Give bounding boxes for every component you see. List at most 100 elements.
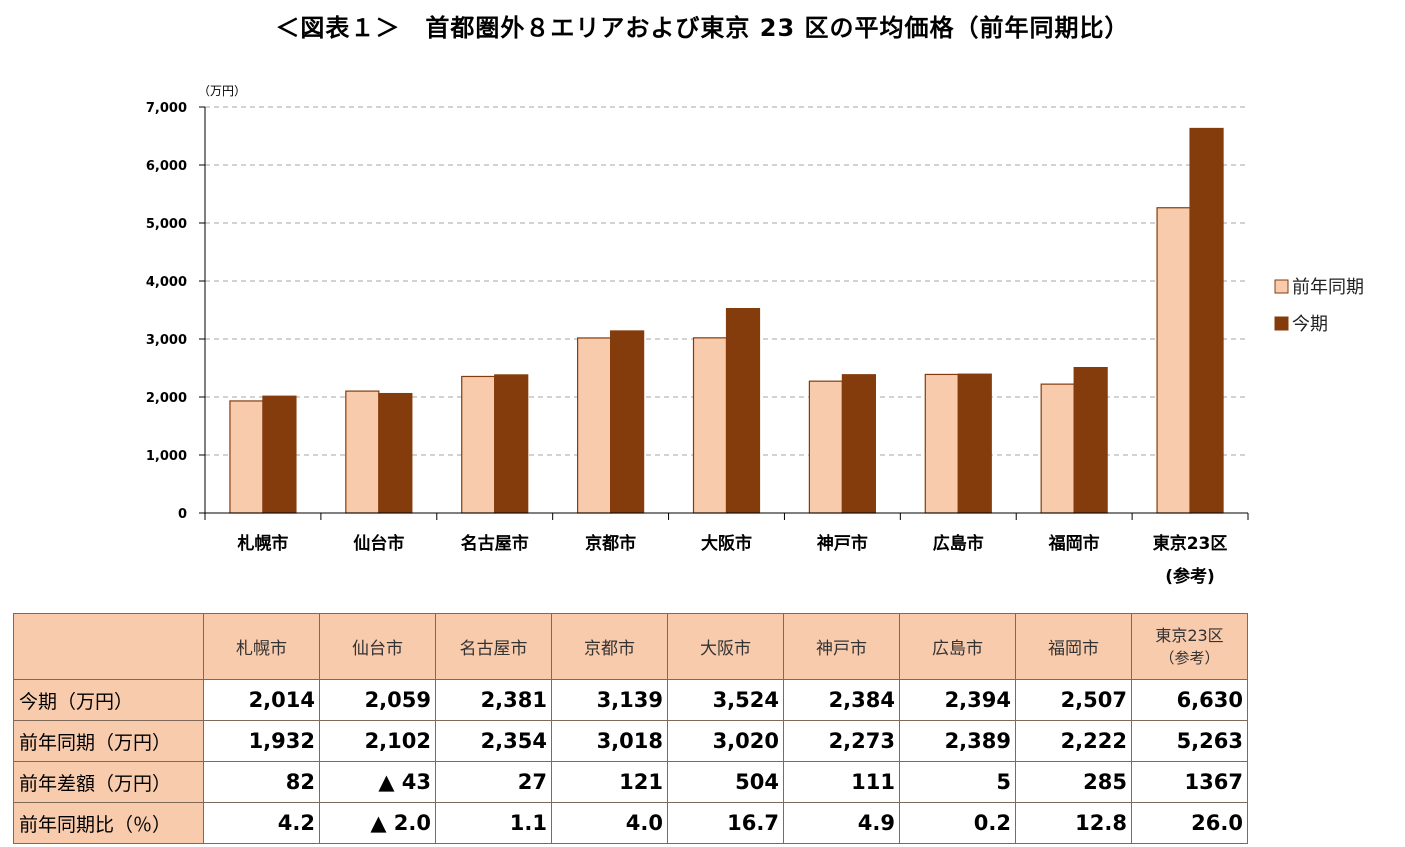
bar xyxy=(378,392,413,514)
table-cell: 2,273 xyxy=(783,720,900,762)
table-header-cell: 京都市 xyxy=(551,613,668,680)
table-cell: 3,524 xyxy=(667,679,784,721)
x-tick-label: 名古屋市 xyxy=(461,533,529,554)
table-cell: 3,020 xyxy=(667,720,784,762)
x-tick-label: 東京23区 xyxy=(1153,533,1228,554)
table-row: 前年同期（万円） 1,932 2,102 2,354 3,018 3,020 2… xyxy=(13,720,1248,762)
table-cell: 2,394 xyxy=(899,679,1016,721)
table-cell: 6,630 xyxy=(1131,679,1248,721)
y-tick-label: 7,000 xyxy=(146,101,187,116)
x-tick-label: 神戸市 xyxy=(817,533,868,554)
table-cell: 12.8 xyxy=(1015,802,1132,844)
legend-swatch xyxy=(1274,316,1289,331)
table-row: 前年差額（万円） 82 ▲ 43 27 121 504 111 5 285 13… xyxy=(13,761,1248,803)
table-header-row: 札幌市 仙台市 名古屋市 京都市 大阪市 神戸市 広島市 福岡市 東京23区 （参… xyxy=(13,613,1248,680)
table-row-label: 今期（万円） xyxy=(13,679,204,721)
x-tick-label-sub: (参考) xyxy=(1165,566,1215,587)
bar xyxy=(808,380,843,514)
x-tick-label: 福岡市 xyxy=(1048,533,1100,554)
chart-title: ＜図表１＞ 首都圏外８エリアおよび東京 23 区の平均価格（前年同期比） xyxy=(275,14,1130,42)
table-cell: 1367 xyxy=(1131,761,1248,803)
table-cell: 3,018 xyxy=(551,720,668,762)
x-tick-label: 札幌市 xyxy=(236,533,288,554)
table-cell: 111 xyxy=(783,761,900,803)
table-cell: 4.0 xyxy=(551,802,668,844)
table-cell: 2,014 xyxy=(203,679,320,721)
y-tick-label: 5,000 xyxy=(146,217,187,232)
bar xyxy=(957,373,992,514)
y-axis-unit-label: （万円） xyxy=(198,84,246,98)
table-cell: 2,381 xyxy=(435,679,552,721)
bar xyxy=(1189,127,1224,514)
table-header-cell: 福岡市 xyxy=(1015,613,1132,680)
legend-label: 前年同期 xyxy=(1292,277,1364,298)
table-cell: 2,222 xyxy=(1015,720,1132,762)
table-header-cell: 東京23区 （参考） xyxy=(1131,613,1248,680)
table-cell: 5,263 xyxy=(1131,720,1248,762)
y-tick-label: 1,000 xyxy=(146,449,187,464)
table-cell: 1.1 xyxy=(435,802,552,844)
table-header-cell: 札幌市 xyxy=(203,613,320,680)
bar-chart: （万円） 0 1,000 2,000 3,000 4,000 5,000 6,000 7,00… xyxy=(146,84,1364,587)
bar xyxy=(345,390,380,514)
table-cell: 285 xyxy=(1015,761,1132,803)
table-cell: 1,932 xyxy=(203,720,320,762)
table-cell: 121 xyxy=(551,761,668,803)
bar xyxy=(725,308,761,514)
table-cell: 2,507 xyxy=(1015,679,1132,721)
bar xyxy=(1040,383,1075,514)
legend-label: 今期 xyxy=(1292,314,1328,335)
x-axis-labels: 札幌市 仙台市 名古屋市 京都市 大阪市 神戸市 広島市 福岡市 東京23区 (参考) xyxy=(236,533,1227,587)
bar xyxy=(577,337,612,514)
table-cell: 5 xyxy=(899,761,1016,803)
table-cell: ▲ 43 xyxy=(319,761,436,803)
table-cell: 16.7 xyxy=(667,802,784,844)
table-cell: 2,059 xyxy=(319,679,436,721)
table-cell: 82 xyxy=(203,761,320,803)
y-tick-label: 0 xyxy=(178,507,187,522)
table-cell: 4.9 xyxy=(783,802,900,844)
table-header-cell: 広島市 xyxy=(899,613,1016,680)
table-cell: 504 xyxy=(667,761,784,803)
legend-swatch xyxy=(1274,279,1289,294)
bar xyxy=(1156,207,1191,514)
table-header-cell: 名古屋市 xyxy=(435,613,552,680)
y-tick-label: 3,000 xyxy=(146,333,187,348)
table-corner-cell xyxy=(13,613,204,680)
data-table: 札幌市 仙台市 名古屋市 京都市 大阪市 神戸市 広島市 福岡市 東京23区 （参… xyxy=(13,613,1248,844)
table-cell: 2,384 xyxy=(783,679,900,721)
table-header-cell: 仙台市 xyxy=(319,613,436,680)
x-tick-label: 仙台市 xyxy=(353,533,404,554)
x-tick-label: 大阪市 xyxy=(701,533,752,554)
y-tick-label: 4,000 xyxy=(146,275,187,290)
bar xyxy=(461,375,496,514)
table-row-label: 前年同期比（％） xyxy=(13,802,204,844)
bar-series xyxy=(229,127,1224,514)
bar xyxy=(229,400,264,514)
table-cell: 4.2 xyxy=(203,802,320,844)
table-cell: 3,139 xyxy=(551,679,668,721)
table-cell: 26.0 xyxy=(1131,802,1248,844)
table-cell: 27 xyxy=(435,761,552,803)
axes xyxy=(199,106,1249,520)
table-row: 前年同期比（％） 4.2 ▲ 2.0 1.1 4.0 16.7 4.9 0.2 … xyxy=(13,802,1248,844)
table-row: 今期（万円） 2,014 2,059 2,381 3,139 3,524 2,3… xyxy=(13,679,1248,721)
x-tick-label: 広島市 xyxy=(933,533,984,554)
table-cell: 2,354 xyxy=(435,720,552,762)
table-row-label: 前年差額（万円） xyxy=(13,761,204,803)
bar xyxy=(692,337,728,514)
bar xyxy=(262,395,297,514)
x-tick-label: 京都市 xyxy=(585,533,636,554)
table-cell: ▲ 2.0 xyxy=(319,802,436,844)
bar xyxy=(841,374,876,514)
y-axis-ticks: 0 1,000 2,000 3,000 4,000 5,000 6,000 7,000 xyxy=(146,101,187,522)
bar xyxy=(1073,366,1108,514)
table-header-cell: 大阪市 xyxy=(667,613,784,680)
bar xyxy=(924,373,959,514)
table-cell: 2,389 xyxy=(899,720,1016,762)
table-cell: 2,102 xyxy=(319,720,436,762)
table-row-label: 前年同期（万円） xyxy=(13,720,204,762)
table-cell: 0.2 xyxy=(899,802,1016,844)
y-tick-label: 6,000 xyxy=(146,159,187,174)
